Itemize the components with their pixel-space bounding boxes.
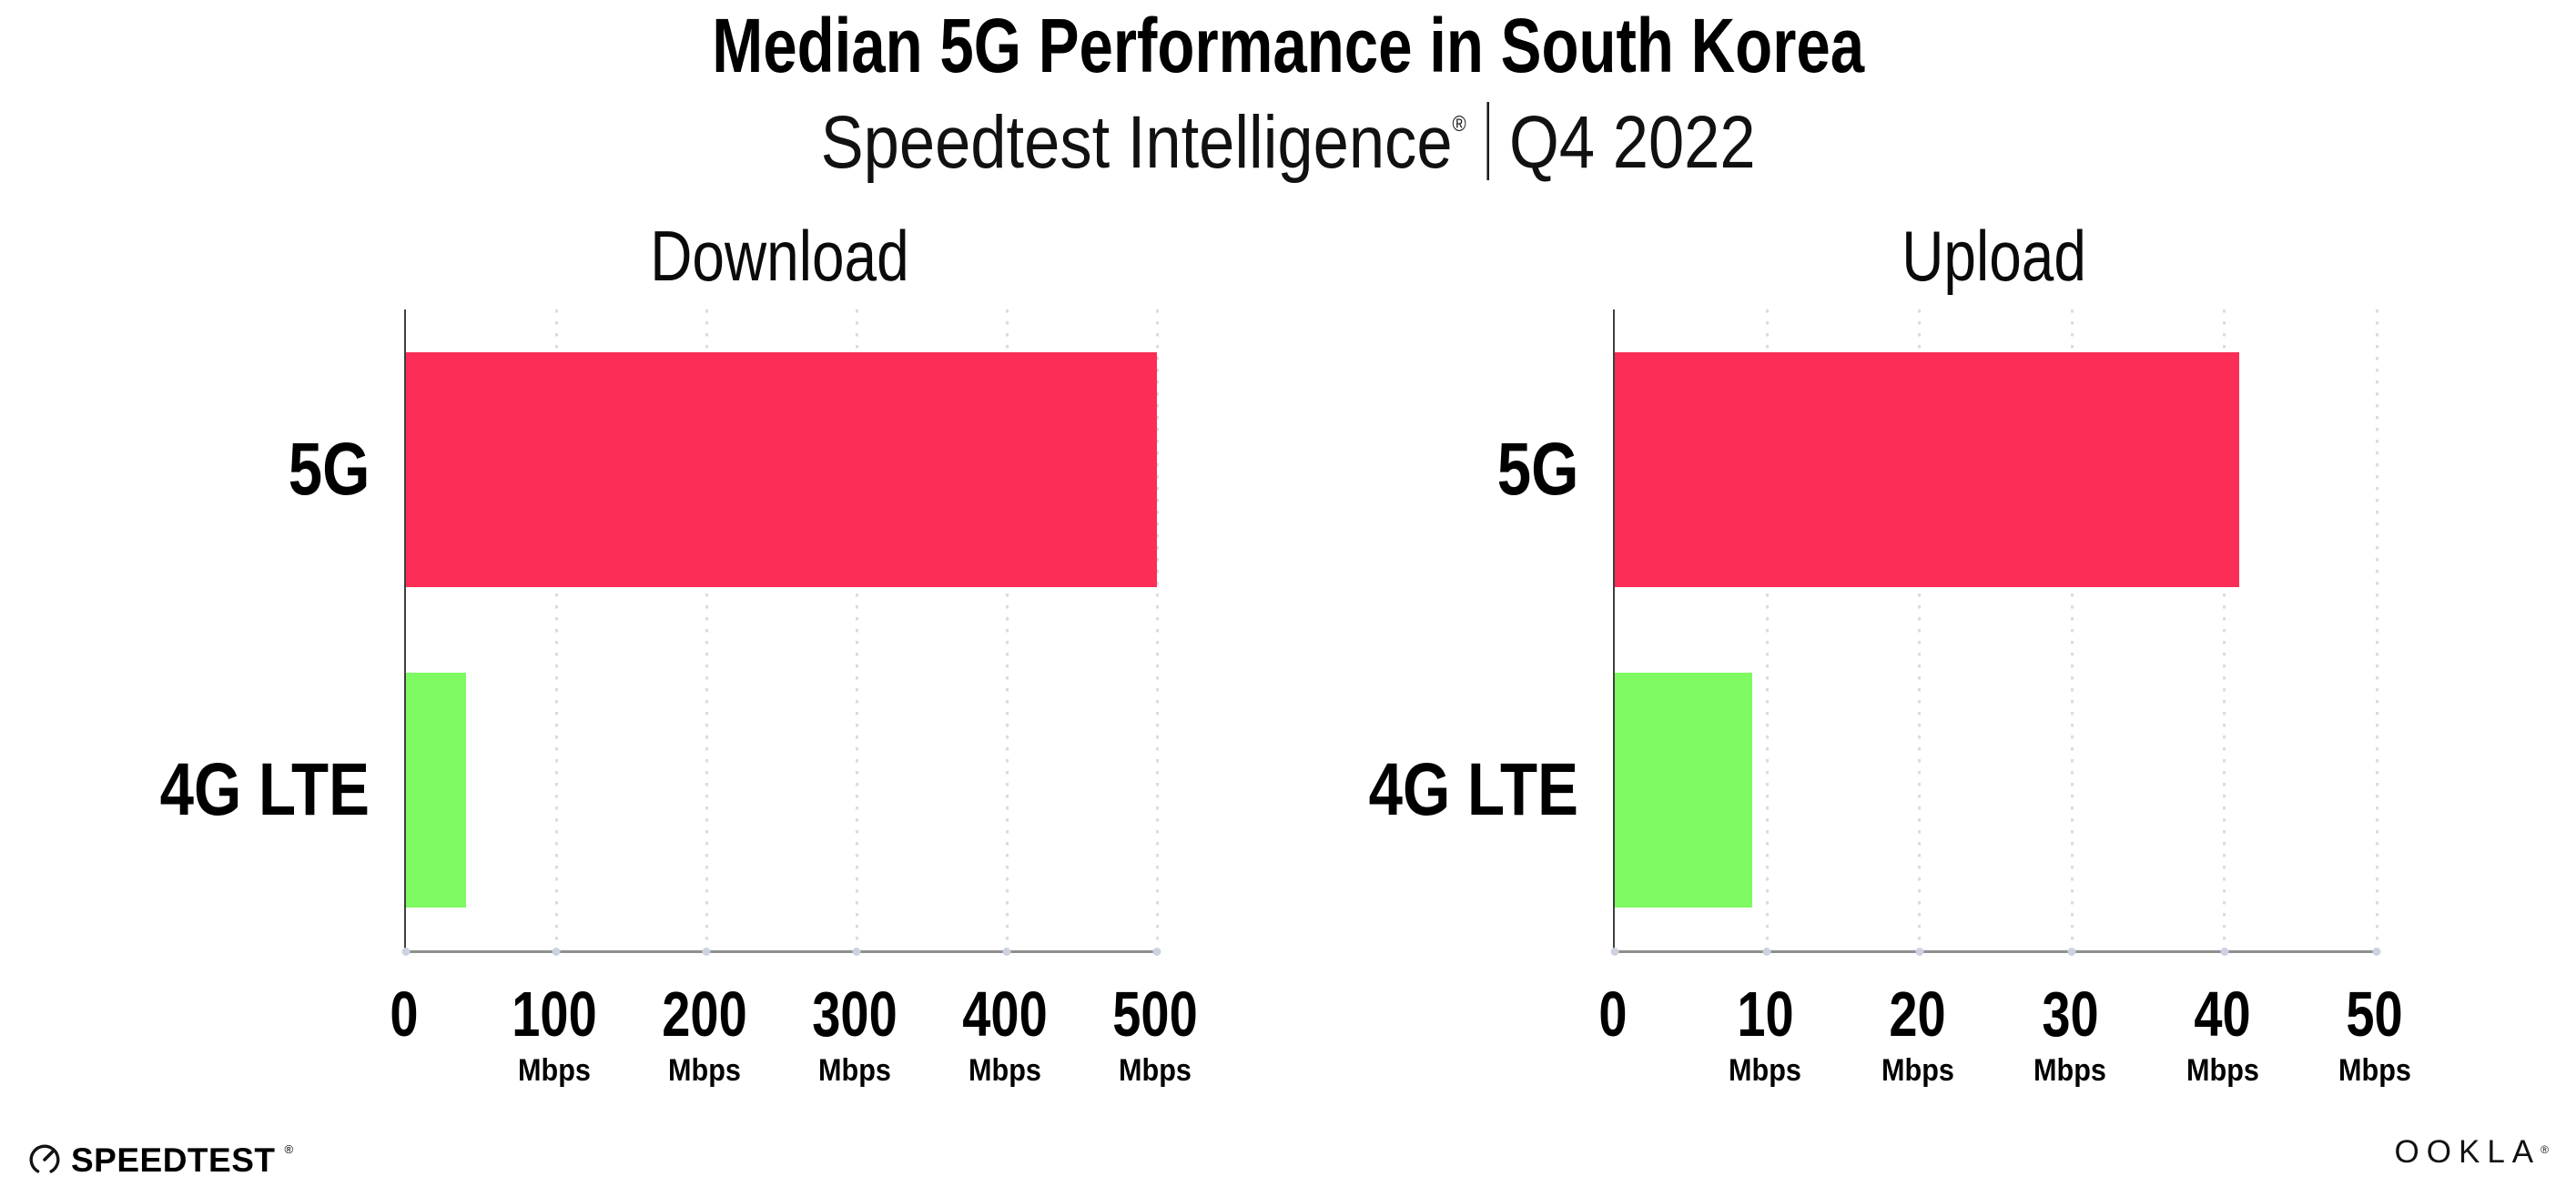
category-label-4g-lte: 4G LTE — [1368, 748, 1578, 831]
page-title-text: Median 5G Performance in South Korea — [712, 3, 1864, 88]
gridline-20 — [1918, 309, 1922, 950]
subtitle-separator — [1486, 102, 1489, 180]
subtitle-period: Q4 2022 — [1508, 101, 1756, 184]
download-chart-title: Download — [650, 216, 909, 296]
speedtest-gauge-icon — [29, 1144, 60, 1175]
category-label-5g: 5G — [288, 428, 370, 511]
bar-upload-4g-lte — [1615, 673, 1752, 908]
x-tick-200: 200 Mbps — [662, 979, 747, 1088]
ookla-logo: OOKLA® — [2395, 1136, 2549, 1168]
download-plot-area — [401, 309, 1161, 956]
download-chart: Download 5G 4G LTE 0 — [113, 0, 1232, 1197]
axis-dot — [852, 948, 861, 956]
x-tick-0: 0 — [390, 979, 419, 1050]
axis-dot — [1915, 948, 1924, 956]
ookla-logo-text: OOKLA — [2394, 1134, 2541, 1170]
registered-mark: ® — [1452, 112, 1466, 137]
x-tick-500: 500 Mbps — [1112, 979, 1198, 1088]
speedtest-logo: SPEEDTEST ® — [27, 1141, 293, 1178]
gridline-500 — [1155, 309, 1159, 950]
category-label-5g: 5G — [1496, 428, 1578, 511]
axis-dot — [1002, 948, 1011, 956]
bar-download-4g-lte — [406, 673, 466, 908]
axis-dot — [401, 948, 411, 956]
ookla-registered-mark: ® — [2541, 1143, 2549, 1156]
axis-dot — [2372, 948, 2381, 956]
axis-dot — [552, 948, 561, 956]
x-tick-400: 400 Mbps — [962, 979, 1048, 1088]
gridline-200 — [705, 309, 708, 950]
gridline-30 — [2070, 309, 2074, 950]
upload-x-axis: 0 10 Mbps 20 Mbps 30 Mbps 40 Mbps 50 Mbp… — [1598, 979, 2411, 1128]
upload-chart: Upload 5G 4G LTE 0 — [1322, 0, 2450, 1197]
page-subtitle: Speedtest Intelligence® Q4 2022 — [0, 102, 2576, 180]
upload-chart-title: Upload — [1902, 216, 2086, 296]
page-title: Median 5G Performance in South Korea — [0, 7, 2576, 84]
download-x-axis: 0 100 Mbps 200 Mbps 300 Mbps 400 Mbps 50… — [390, 979, 1197, 1128]
axis-dot — [1762, 948, 1771, 956]
gridline-300 — [855, 309, 858, 950]
x-tick-300: 300 Mbps — [812, 979, 898, 1088]
gridline-40 — [2223, 309, 2226, 950]
gridline-100 — [554, 309, 558, 950]
x-tick-0: 0 — [1598, 979, 1628, 1050]
speedtest-logo-text: SPEEDTEST — [71, 1141, 276, 1179]
axis-dot — [2220, 948, 2229, 956]
axis-dot — [1610, 948, 1619, 956]
bar-upload-5g — [1615, 352, 2240, 587]
axis-dot — [702, 948, 711, 956]
x-tick-40: 40 Mbps — [2186, 979, 2259, 1088]
x-tick-100: 100 Mbps — [512, 979, 597, 1088]
gridline-10 — [1765, 309, 1769, 950]
speedtest-registered-mark: ® — [284, 1141, 294, 1156]
category-label-4g-lte: 4G LTE — [159, 748, 370, 831]
gridline-400 — [1005, 309, 1009, 950]
gridline-50 — [2375, 309, 2378, 950]
x-tick-10: 10 Mbps — [1729, 979, 1802, 1088]
x-tick-30: 30 Mbps — [2033, 979, 2107, 1088]
x-tick-20: 20 Mbps — [1881, 979, 1954, 1088]
axis-dot — [2067, 948, 2076, 956]
bar-download-5g — [406, 352, 1157, 587]
x-tick-50: 50 Mbps — [2338, 979, 2411, 1088]
axis-dot — [1152, 948, 1161, 956]
subtitle-brand: Speedtest Intelligence — [820, 101, 1453, 184]
upload-plot-area — [1610, 309, 2381, 956]
